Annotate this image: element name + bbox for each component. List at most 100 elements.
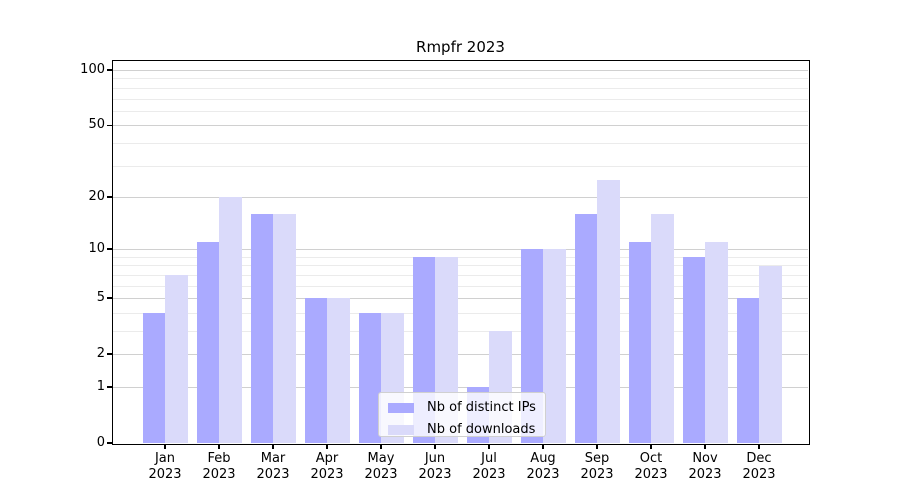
x-tick-year: 2023 <box>472 467 506 482</box>
x-tick-label-aug: Aug 2023 <box>513 451 573 483</box>
x-tick-mark-oct <box>650 444 652 449</box>
bar-distinct-ips-jan <box>142 312 165 443</box>
gridline-minor-80 <box>113 88 808 89</box>
bar-downloads-oct <box>651 214 674 443</box>
y-tick-mark-1 <box>107 386 113 388</box>
x-tick-mark-may <box>380 444 382 449</box>
x-tick-mark-apr <box>326 444 328 449</box>
y-tick-mark-5 <box>107 297 113 299</box>
x-tick-month: Oct <box>639 451 663 466</box>
bar-downloads-apr <box>327 298 350 443</box>
gridline-minor-3 <box>113 331 808 332</box>
gridline-minor-7 <box>113 275 808 276</box>
gridline-minor-8 <box>113 265 808 266</box>
gridline-major-5 <box>113 298 808 299</box>
bar-distinct-ips-dec <box>736 298 759 443</box>
x-tick-year: 2023 <box>148 467 182 482</box>
y-tick-label-20: 20 <box>88 188 105 204</box>
bar-distinct-ips-may <box>358 312 381 443</box>
bar-downloads-feb <box>219 197 242 443</box>
bar-downloads-jan <box>165 275 188 443</box>
gridline-major-100 <box>113 70 808 71</box>
x-tick-mark-nov <box>704 444 706 449</box>
x-tick-mark-dec <box>758 444 760 449</box>
x-tick-year: 2023 <box>688 467 722 482</box>
x-tick-year: 2023 <box>634 467 668 482</box>
x-tick-mark-feb <box>218 444 220 449</box>
x-tick-year: 2023 <box>256 467 290 482</box>
x-tick-month: Feb <box>207 451 231 466</box>
x-tick-mark-sep <box>596 444 598 449</box>
x-tick-year: 2023 <box>418 467 452 482</box>
bar-downloads-aug <box>543 249 566 443</box>
legend-label-downloads: Nb of downloads <box>427 422 536 437</box>
y-tick-label-0: 0 <box>96 435 105 450</box>
y-tick-label-1: 1 <box>96 378 105 394</box>
gridline-minor-9 <box>113 257 808 258</box>
gridline-major-2 <box>113 354 808 355</box>
gridline-major-50 <box>113 125 808 126</box>
x-tick-label-jan: Jan 2023 <box>135 451 195 483</box>
x-tick-month: Jun <box>424 451 446 466</box>
chart-title: Rmpfr 2023 <box>416 38 505 56</box>
y-tick-label-100: 100 <box>80 62 105 78</box>
x-tick-year: 2023 <box>310 467 344 482</box>
y-tick-mark-10 <box>107 248 113 250</box>
x-tick-month: Apr <box>315 451 339 466</box>
gridline-minor-70 <box>113 99 808 100</box>
x-tick-year: 2023 <box>742 467 776 482</box>
x-tick-month: Dec <box>746 451 772 466</box>
y-tick-label-5: 5 <box>96 290 105 306</box>
x-tick-mark-mar <box>272 444 274 449</box>
x-tick-label-oct: Oct 2023 <box>621 451 681 483</box>
gridline-minor-6 <box>113 286 808 287</box>
y-tick-mark-20 <box>107 196 113 198</box>
y-tick-label-2: 2 <box>96 346 105 362</box>
x-tick-mark-jul <box>488 444 490 449</box>
gridline-minor-90 <box>113 78 808 79</box>
x-tick-mark-jan <box>164 444 166 449</box>
gridline-minor-40 <box>113 143 808 144</box>
bar-distinct-ips-sep <box>574 214 597 443</box>
bar-downloads-mar <box>273 214 296 443</box>
x-tick-year: 2023 <box>526 467 560 482</box>
bar-downloads-nov <box>705 242 728 443</box>
x-tick-month: Jan <box>154 451 176 466</box>
legend-row-downloads: Nb of downloads <box>388 422 545 437</box>
x-tick-year: 2023 <box>364 467 398 482</box>
legend: Nb of distinct IPs Nb of downloads <box>378 392 546 437</box>
x-tick-month: May <box>367 451 395 466</box>
x-tick-label-mar: Mar 2023 <box>243 451 303 483</box>
gridline-major-10 <box>113 249 808 250</box>
x-tick-label-jun: Jun 2023 <box>405 451 465 483</box>
y-tick-mark-50 <box>107 124 113 127</box>
x-tick-label-may: May 2023 <box>351 451 411 483</box>
bar-distinct-ips-oct <box>628 242 651 443</box>
x-tick-label-apr: Apr 2023 <box>297 451 357 483</box>
x-tick-month: Sep <box>584 451 610 466</box>
gridline-minor-4 <box>113 313 808 314</box>
gridline-minor-60 <box>113 111 808 112</box>
plot-area: Nb of distinct IPs Nb of downloads <box>113 61 808 443</box>
bar-downloads-dec <box>759 265 782 443</box>
gridline-minor-30 <box>113 166 808 167</box>
y-tick-label-50: 50 <box>88 117 105 133</box>
x-tick-year: 2023 <box>202 467 236 482</box>
y-tick-mark-2 <box>107 353 113 355</box>
bar-distinct-ips-nov <box>682 256 705 443</box>
legend-swatch-downloads <box>388 424 414 435</box>
bar-distinct-ips-apr <box>304 298 327 443</box>
y-tick-mark-100 <box>107 69 113 71</box>
bar-distinct-ips-feb <box>196 242 219 443</box>
x-tick-month: Nov <box>692 451 718 466</box>
legend-label-distinct-ips: Nb of distinct IPs <box>427 400 536 415</box>
x-tick-month: Aug <box>530 451 556 466</box>
x-tick-month: Jul <box>481 451 497 466</box>
x-tick-mark-jun <box>434 444 436 449</box>
bar-downloads-sep <box>597 179 620 443</box>
bars-layer <box>113 61 808 443</box>
gridlines-layer <box>113 61 808 443</box>
y-tick-mark-0 <box>107 442 113 444</box>
x-tick-label-jul: Jul 2023 <box>459 451 519 483</box>
